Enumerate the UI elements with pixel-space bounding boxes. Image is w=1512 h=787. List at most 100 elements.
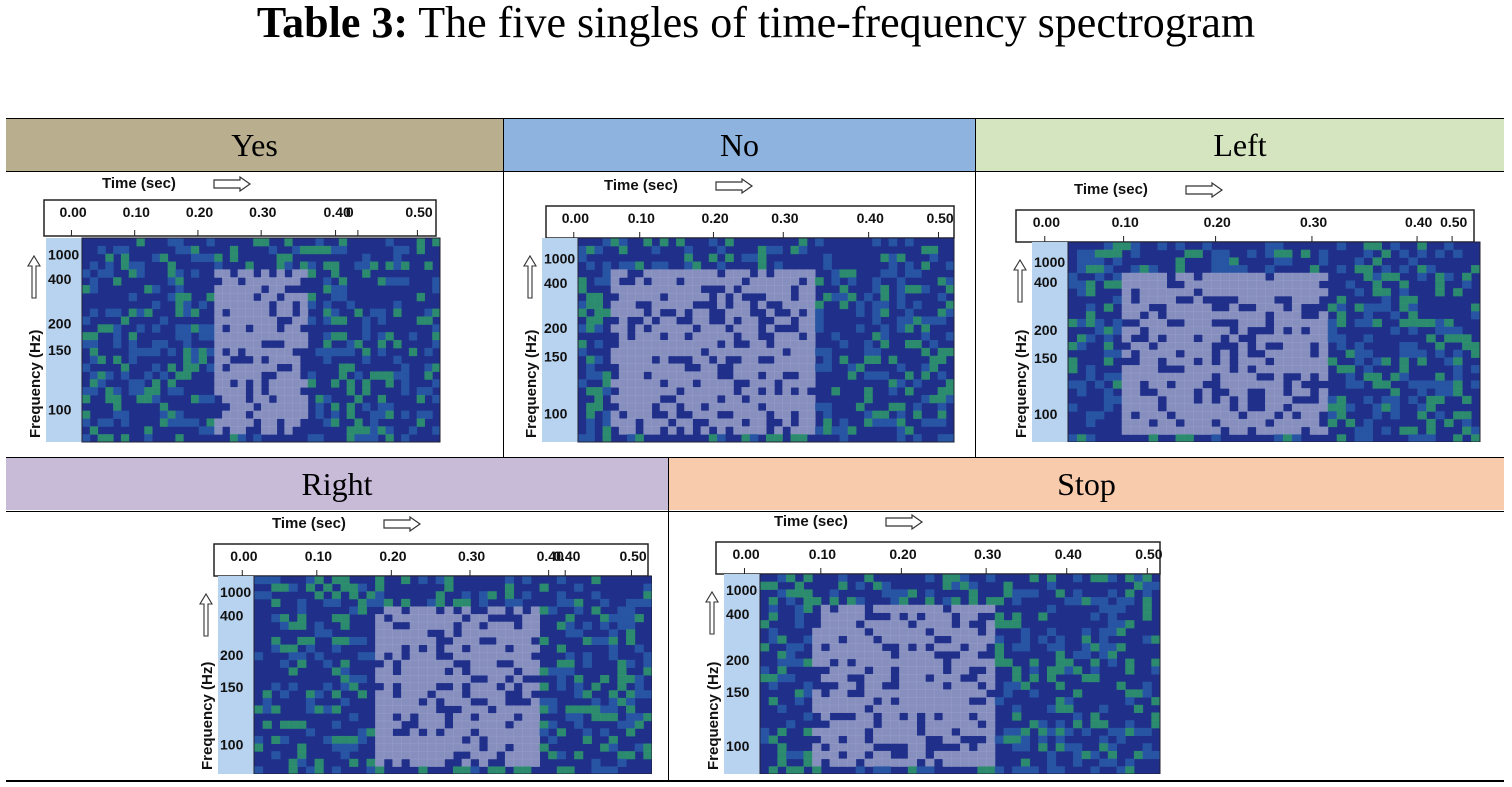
spectrogram-cell bbox=[815, 363, 824, 372]
spectrogram-cell bbox=[1029, 658, 1039, 667]
spectrogram-cell bbox=[89, 340, 99, 349]
spectrogram-cell bbox=[418, 621, 428, 630]
spectrogram-cell bbox=[1247, 280, 1257, 289]
spectrogram-cell bbox=[245, 277, 254, 286]
spectrogram-cell bbox=[418, 614, 428, 623]
spectrogram-cell bbox=[288, 758, 298, 767]
spectrogram-cell bbox=[986, 658, 996, 667]
spectrogram-cell bbox=[128, 340, 137, 349]
spectrogram-cell bbox=[1142, 574, 1152, 583]
spectrogram-cell bbox=[899, 643, 909, 652]
spectrogram-cell bbox=[618, 426, 628, 435]
spectrogram-cell bbox=[977, 712, 987, 721]
spectrogram-cell bbox=[741, 387, 751, 396]
spectrogram-cell bbox=[594, 300, 604, 310]
spectrogram-cell bbox=[676, 238, 685, 247]
spectrogram-cell bbox=[305, 766, 316, 774]
spectrogram-cell bbox=[602, 379, 612, 388]
spectrogram-cell bbox=[470, 690, 480, 699]
spectrogram-cell bbox=[279, 735, 290, 745]
spectrogram-cell bbox=[1184, 318, 1194, 328]
spectrogram-cell bbox=[1202, 395, 1212, 405]
spectrogram-cell bbox=[392, 644, 402, 653]
spectrogram-cell bbox=[659, 387, 669, 396]
spectrogram-cell bbox=[1274, 288, 1284, 297]
spectrogram-cell bbox=[968, 727, 978, 737]
spectrogram-cell bbox=[716, 434, 726, 443]
spectrogram-cell bbox=[340, 682, 350, 691]
spectrogram-cell bbox=[424, 387, 433, 396]
spectrogram-cell bbox=[1318, 349, 1329, 358]
spectrogram-cell bbox=[292, 394, 301, 404]
spectrogram-cell bbox=[539, 743, 549, 752]
spectrogram-cell bbox=[782, 379, 792, 388]
spectrogram-cell bbox=[896, 426, 906, 435]
spectrogram-no: Time (sec)0.00 0.10 0.20 0.30 0.40 0.50Freque… bbox=[523, 177, 955, 443]
spectrogram-cell bbox=[684, 402, 693, 412]
spectrogram-cell bbox=[229, 426, 239, 435]
spectrogram-cell bbox=[864, 720, 874, 729]
spectrogram-cell bbox=[610, 379, 620, 388]
spectrogram-cell bbox=[846, 597, 857, 606]
spectrogram-cell bbox=[261, 394, 270, 404]
spectrogram-cell bbox=[651, 324, 661, 333]
spectrogram-cell bbox=[288, 766, 298, 774]
spectrogram-cell bbox=[190, 324, 200, 333]
spectrogram-cell bbox=[760, 666, 770, 675]
spectrogram-cell bbox=[700, 308, 710, 317]
spectrogram-cell bbox=[798, 355, 808, 365]
spectrogram-cell bbox=[144, 285, 153, 294]
spectrogram-cell bbox=[1157, 349, 1168, 358]
spectrogram-cell bbox=[305, 705, 316, 714]
spectrogram-cell bbox=[774, 371, 783, 380]
spectrogram-cell bbox=[600, 598, 610, 607]
spectrogram-cell bbox=[667, 316, 677, 325]
spectrogram-cell bbox=[1151, 658, 1161, 667]
spectrogram-cell bbox=[1076, 342, 1087, 351]
spectrogram-cell bbox=[331, 308, 340, 317]
spectrogram-cell bbox=[1121, 388, 1132, 397]
spectrogram-cell bbox=[618, 285, 628, 294]
spectrogram-cell bbox=[1282, 357, 1293, 366]
spectrogram-cell bbox=[839, 426, 849, 435]
spectrogram-cell bbox=[461, 697, 471, 706]
spectrogram-cell bbox=[774, 261, 783, 270]
spectrogram-cell bbox=[1327, 357, 1338, 366]
spectrogram-cell bbox=[237, 418, 246, 427]
spectrogram-cell bbox=[829, 689, 839, 698]
spectrogram-cell bbox=[383, 606, 393, 615]
spectrogram-cell bbox=[627, 402, 636, 412]
spectrogram-cell bbox=[461, 728, 471, 737]
spectrogram-cell bbox=[1068, 403, 1078, 412]
spectrogram-cell bbox=[444, 690, 454, 699]
spectrogram-cell bbox=[1354, 349, 1365, 358]
spectrogram-cell bbox=[144, 371, 153, 380]
spectrogram-cell bbox=[907, 750, 918, 760]
spectrogram-cell bbox=[539, 583, 549, 592]
spectrogram-cell bbox=[700, 355, 710, 365]
spectrogram-cell bbox=[659, 418, 669, 427]
spectrogram-cell bbox=[888, 269, 898, 278]
spectrogram-cell bbox=[608, 713, 618, 722]
spectrogram-cell bbox=[1426, 434, 1436, 442]
spectrogram-cell bbox=[261, 402, 270, 412]
spectrogram-cell bbox=[416, 316, 425, 325]
spectrogram-cell bbox=[1107, 727, 1118, 737]
x-tick-label: 0.30 bbox=[249, 204, 276, 220]
spectrogram-cell bbox=[815, 238, 824, 247]
spectrogram-cell bbox=[1073, 712, 1083, 721]
spectrogram-cell bbox=[782, 285, 792, 294]
spectrogram-cell bbox=[331, 576, 342, 585]
spectrogram-cell bbox=[401, 690, 411, 699]
spectrogram-cell bbox=[159, 371, 169, 380]
spectrogram-cell bbox=[190, 394, 200, 404]
spectrogram-cell bbox=[586, 387, 595, 396]
spectrogram-cell bbox=[1094, 326, 1105, 335]
spectrogram-cell bbox=[692, 355, 702, 365]
spectrogram-cell bbox=[128, 379, 137, 388]
spectrogram-cell bbox=[206, 292, 215, 302]
spectrogram-cell bbox=[937, 394, 947, 404]
spectrogram-cell bbox=[634, 682, 644, 691]
spectrogram-cell bbox=[855, 643, 865, 652]
spectrogram-cell bbox=[774, 245, 783, 255]
